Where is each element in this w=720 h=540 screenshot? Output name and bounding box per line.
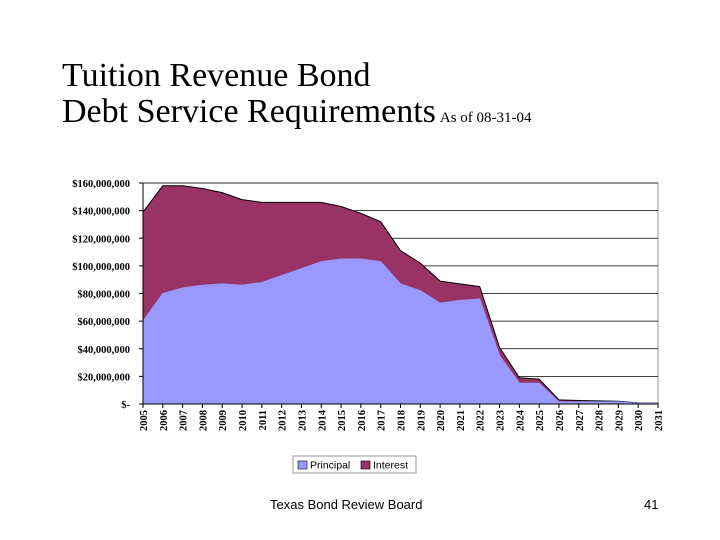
x-tick-label: 2019 (416, 410, 427, 431)
x-tick-label: 2025 (535, 410, 546, 431)
legend-label-principal: Principal (310, 460, 350, 472)
y-tick-label: $100,000,000 (72, 262, 130, 273)
legend-swatch-principal (297, 460, 308, 470)
legend: Principal Interest (292, 455, 417, 474)
y-axis: $- $20,000,000 $40,000,000 $60,000,000 $80,0… (72, 179, 144, 411)
y-tick-label: $20,000,000 (78, 372, 131, 383)
footer-text: Texas Bond Review Board (270, 497, 423, 512)
x-tick-label: 2012 (278, 410, 289, 431)
x-tick-label: 2016 (357, 410, 368, 431)
series-area-principal (143, 258, 658, 404)
x-tick-label: 2026 (555, 410, 566, 431)
x-tick-label: 2028 (595, 410, 606, 431)
y-tick-label: $- (121, 400, 130, 411)
x-tick-label: 2018 (397, 410, 408, 431)
legend-label-interest: Interest (373, 460, 408, 472)
title-line-2: Debt Service Requirements As of 08-31-04 (62, 94, 532, 136)
y-tick-label: $120,000,000 (72, 234, 130, 245)
x-tick-label: 2009 (218, 410, 229, 431)
x-tick-label: 2024 (515, 409, 526, 431)
x-tick-label: 2007 (179, 410, 190, 431)
x-tick-label: 2013 (297, 410, 308, 431)
y-tick-label: $60,000,000 (78, 317, 131, 328)
x-tick-label: 2027 (575, 410, 586, 431)
x-tick-label: 2030 (634, 410, 645, 431)
title-line-1: Tuition Revenue Bond (62, 57, 371, 94)
x-tick-label: 2023 (496, 410, 507, 431)
x-tick-label: 2017 (377, 410, 388, 431)
legend-box (292, 455, 417, 474)
y-tick-label: $160,000,000 (72, 179, 130, 190)
x-tick-label: 2015 (337, 410, 348, 431)
y-tick-label: $40,000,000 (78, 345, 131, 356)
x-tick-label: 2011 (258, 410, 269, 430)
x-tick-label: 2031 (654, 410, 665, 431)
x-tick-label: 2010 (238, 410, 249, 431)
plot-area (142, 182, 659, 405)
x-tick-label: 2005 (139, 410, 150, 431)
x-tick-label: 2021 (456, 410, 467, 431)
slide-title: Tuition Revenue Bond Debt Service Requir… (62, 58, 532, 136)
y-tick-label: $140,000,000 (72, 207, 130, 218)
page-number: 41 (644, 497, 659, 512)
x-tick-label: 2008 (198, 410, 209, 431)
x-tick-label: 2014 (317, 409, 328, 431)
x-tick-label: 2006 (159, 410, 170, 431)
x-tick-label: 2022 (476, 410, 487, 431)
x-tick-label: 2020 (436, 410, 447, 431)
x-tick-label: 2029 (614, 410, 625, 431)
as-of-date: As of 08-31-04 (439, 110, 532, 126)
x-axis: 2005 2006 2007 2008 2009 2010 2011 2012 2013 2014… (139, 403, 665, 431)
y-tick-label: $80,000,000 (78, 290, 131, 301)
title-line-2-text: Debt Service Requirements (62, 93, 436, 130)
legend-swatch-interest (360, 460, 371, 470)
